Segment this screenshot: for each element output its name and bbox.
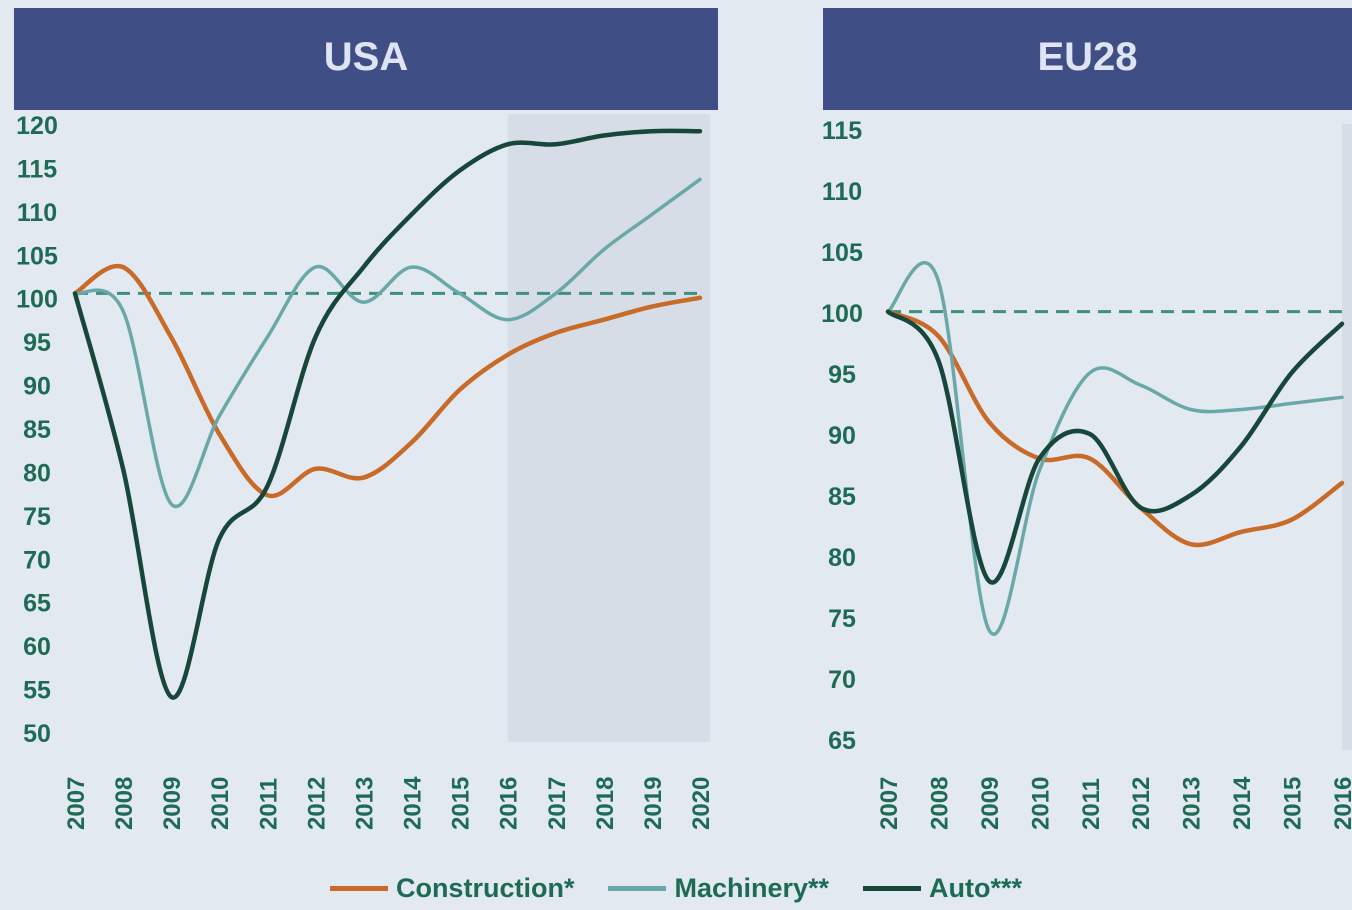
y-tick-label-usa: 120 xyxy=(16,112,58,140)
x-tick-label-usa: 2014 xyxy=(400,776,427,830)
x-tick-label-eu28: 2010 xyxy=(1027,777,1054,830)
legend-label-machinery: Machinery** xyxy=(674,872,830,903)
legend-item-construction: Construction* xyxy=(329,872,575,904)
x-tick-label-usa: 2019 xyxy=(640,777,667,830)
y-tick-label-usa: 55 xyxy=(23,677,51,705)
x-tick-label-eu28: 2014 xyxy=(1229,776,1256,830)
chart-title-band-eu28 xyxy=(823,8,1352,110)
series-line-machinery-eu28 xyxy=(886,261,1344,636)
x-tick-label-usa: 2013 xyxy=(352,777,379,830)
y-tick-label-eu28: 115 xyxy=(822,117,862,145)
y-tick-label-eu28: 95 xyxy=(828,361,856,389)
y-tick-label-eu28: 80 xyxy=(828,544,856,572)
y-tick-label-usa: 105 xyxy=(16,242,58,270)
y-tick-label-eu28: 75 xyxy=(828,605,856,633)
y-tick-label-usa: 90 xyxy=(23,373,51,401)
y-tick-label-eu28: 90 xyxy=(828,422,856,450)
x-tick-label-usa: 2015 xyxy=(448,777,475,830)
y-tick-label-eu28: 70 xyxy=(828,666,856,694)
chart-title-usa: USA xyxy=(324,35,408,79)
x-tick-label-usa: 2009 xyxy=(159,777,186,830)
x-tick-label-eu28: 2015 xyxy=(1280,777,1307,830)
forecast-shade-usa xyxy=(507,114,710,742)
legend-label-auto: Auto*** xyxy=(929,872,1023,903)
chart-usa: USA 120 115 110 105 100 95 90 85 80 75 70 65 60 55 50 20… xyxy=(14,8,718,830)
x-tick-label-usa: 2016 xyxy=(496,777,523,830)
x-tick-label-eu28: 2008 xyxy=(926,777,953,830)
y-tick-label-usa: 100 xyxy=(16,286,58,314)
y-tick-label-usa: 75 xyxy=(23,503,51,531)
y-tick-label-usa: 80 xyxy=(23,459,51,487)
x-tick-label-usa: 2007 xyxy=(63,777,90,830)
series-line-machinery-usa xyxy=(73,177,702,509)
x-tick-label-eu28: 2011 xyxy=(1078,778,1105,830)
y-tick-label-usa: 110 xyxy=(17,199,57,227)
series-line-auto-usa xyxy=(72,128,703,700)
x-tick-label-usa: 2011 xyxy=(255,778,282,830)
x-tick-label-usa: 2012 xyxy=(303,777,330,830)
series-line-construction-usa xyxy=(72,263,703,499)
y-tick-label-usa: 85 xyxy=(23,416,51,444)
legend-item-machinery: Machinery** xyxy=(608,873,829,904)
forecast-shade-eu28 xyxy=(1342,124,1352,750)
series-line-construction-eu28 xyxy=(885,309,1345,548)
legend-swatch-machinery xyxy=(608,885,667,891)
y-tick-label-usa: 50 xyxy=(23,720,51,748)
series-line-auto-eu28 xyxy=(885,309,1345,585)
y-tick-label-usa: 115 xyxy=(17,155,57,183)
chart-title-band-usa xyxy=(14,8,718,110)
y-tick-label-eu28: 100 xyxy=(821,300,863,328)
legend-swatch-construction xyxy=(329,885,388,891)
legend-item-auto: Auto*** xyxy=(863,873,1022,904)
y-tick-label-usa: 65 xyxy=(23,590,51,618)
legend-label-construction: Construction* xyxy=(395,872,575,903)
y-tick-label-eu28: 105 xyxy=(821,239,863,267)
legend-swatch-auto xyxy=(863,885,922,891)
x-tick-label-usa: 2017 xyxy=(544,777,571,830)
x-tick-label-usa: 2010 xyxy=(207,777,234,830)
y-tick-label-eu28: 85 xyxy=(828,483,856,511)
chart-title-eu28: EU28 xyxy=(1037,35,1137,79)
x-tick-label-eu28: 2012 xyxy=(1128,777,1155,830)
chart-eu28: EU28 115 110 105 100 95 90 85 80 75 70 65 2007 2008 20… xyxy=(821,8,1352,830)
x-tick-label-eu28: 2007 xyxy=(876,777,903,830)
x-tick-label-usa: 2008 xyxy=(111,777,138,830)
x-tick-label-eu28: 2016 xyxy=(1330,777,1352,830)
x-tick-label-eu28: 2013 xyxy=(1179,777,1206,830)
chart-legend: Construction* Machinery** Auto*** xyxy=(0,868,1352,908)
y-tick-label-usa: 60 xyxy=(23,633,51,661)
y-tick-label-eu28: 110 xyxy=(822,178,862,206)
x-tick-label-usa: 2020 xyxy=(688,777,715,830)
y-tick-label-eu28: 65 xyxy=(828,727,856,755)
x-tick-label-usa: 2018 xyxy=(592,777,619,830)
x-tick-label-eu28: 2009 xyxy=(977,777,1004,830)
y-tick-label-usa: 70 xyxy=(23,546,51,574)
y-tick-label-usa: 95 xyxy=(23,329,51,357)
